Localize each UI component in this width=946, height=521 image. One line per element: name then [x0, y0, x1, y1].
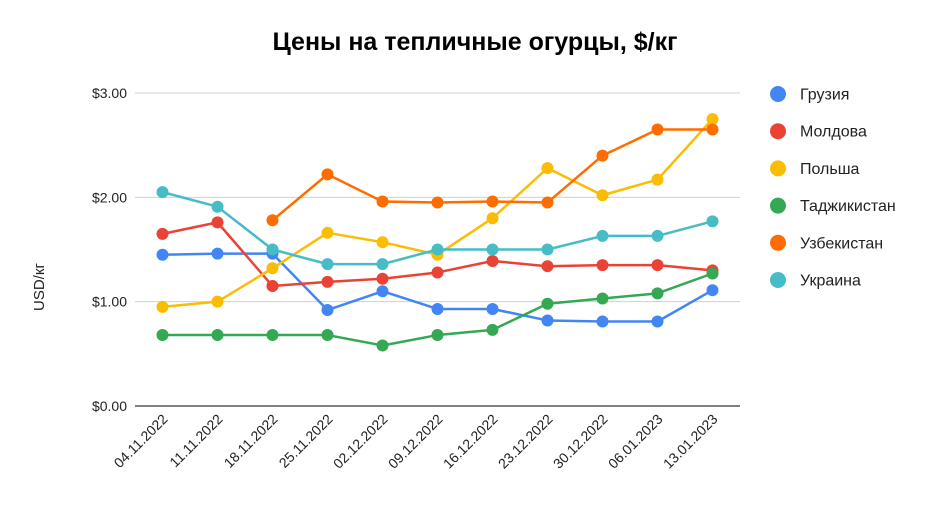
- x-tick-label: 09.12.2022: [385, 411, 446, 472]
- y-axis-ticks: $0.00 $1.00 $2.00 $3.00: [92, 85, 127, 414]
- data-point: [156, 186, 169, 199]
- data-point: [211, 200, 224, 213]
- data-point: [266, 262, 279, 275]
- data-point: [486, 254, 499, 267]
- data-point: [596, 315, 609, 328]
- data-point: [156, 329, 169, 342]
- data-point: [651, 287, 664, 300]
- x-axis-ticks: 04.11.202211.11.202218.11.202225.11.2022…: [110, 411, 720, 472]
- data-point: [651, 173, 664, 186]
- legend-label: Польша: [800, 161, 860, 178]
- x-tick-label: 18.11.2022: [220, 411, 280, 471]
- data-point: [541, 260, 554, 273]
- data-point: [541, 243, 554, 256]
- data-point: [321, 258, 334, 271]
- legend-swatch: [770, 123, 786, 140]
- data-point: [376, 195, 389, 208]
- data-point: [376, 258, 389, 271]
- legend-swatch: [770, 197, 786, 214]
- data-point: [486, 302, 499, 315]
- y-tick-label: $1.00: [92, 294, 127, 310]
- data-point: [321, 329, 334, 342]
- data-point: [651, 123, 664, 136]
- x-tick-label: 06.01.2023: [605, 411, 666, 472]
- series-points: [156, 113, 719, 352]
- data-point: [321, 275, 334, 288]
- data-point: [211, 329, 224, 342]
- data-point: [651, 315, 664, 328]
- data-point: [706, 123, 719, 136]
- legend-label: Украина: [800, 273, 861, 290]
- chart-title: Цены на тепличные огурцы, $/кг: [272, 28, 677, 56]
- data-point: [211, 216, 224, 229]
- data-point: [156, 248, 169, 261]
- series-line: [162, 118, 714, 309]
- data-point: [266, 280, 279, 293]
- data-point: [596, 229, 609, 242]
- data-point: [541, 162, 554, 175]
- data-point: [211, 247, 224, 260]
- data-point: [266, 243, 279, 256]
- x-tick-label: 25.11.2022: [275, 411, 335, 471]
- x-tick-label: 13.01.2023: [660, 411, 721, 472]
- data-point: [376, 339, 389, 352]
- x-tick-label: 30.12.2022: [550, 411, 611, 472]
- x-tick-label: 23.12.2022: [495, 411, 556, 472]
- x-tick-label: 02.12.2022: [330, 411, 391, 472]
- y-tick-label: $3.00: [92, 85, 127, 101]
- data-point: [211, 295, 224, 308]
- data-point: [266, 214, 279, 227]
- data-point: [321, 226, 334, 239]
- y-tick-label: $2.00: [92, 189, 127, 205]
- data-point: [486, 243, 499, 256]
- data-point: [321, 168, 334, 181]
- y-axis-label: USD/кг: [31, 263, 48, 311]
- data-point: [486, 195, 499, 208]
- legend-swatch: [770, 86, 786, 102]
- data-point: [596, 292, 609, 305]
- data-point: [431, 266, 444, 279]
- legend-label: Узбекистан: [800, 235, 883, 252]
- data-point: [156, 227, 169, 240]
- legend: Грузия Молдова Польша Таджикистан Узбекистан…: [770, 86, 896, 290]
- data-point: [541, 297, 554, 310]
- data-point: [431, 243, 444, 256]
- data-point: [431, 329, 444, 342]
- x-tick-label: 04.11.2022: [110, 411, 170, 471]
- data-point: [706, 284, 719, 297]
- data-point: [486, 323, 499, 336]
- data-point: [156, 300, 169, 313]
- data-point: [376, 285, 389, 298]
- legend-label: Грузия: [800, 87, 849, 104]
- data-point: [486, 212, 499, 225]
- legend-swatch: [770, 272, 786, 288]
- data-point: [266, 329, 279, 342]
- data-point: [376, 272, 389, 285]
- data-point: [431, 302, 444, 315]
- data-point: [706, 215, 719, 228]
- x-tick-label: 11.11.2022: [166, 411, 226, 471]
- legend-swatch: [770, 160, 786, 177]
- data-point: [376, 236, 389, 249]
- legend-swatch: [770, 234, 786, 251]
- y-tick-label: $0.00: [92, 398, 127, 414]
- data-point: [596, 259, 609, 272]
- data-point: [706, 267, 719, 280]
- legend-label: Молдова: [800, 124, 867, 141]
- data-point: [651, 259, 664, 272]
- data-point: [596, 189, 609, 202]
- x-tick-label: 16.12.2022: [440, 411, 501, 472]
- data-point: [706, 113, 719, 126]
- data-point: [541, 314, 554, 327]
- data-point: [651, 229, 664, 242]
- data-point: [541, 196, 554, 209]
- data-point: [321, 304, 334, 317]
- legend-label: Таджикистан: [800, 198, 896, 215]
- data-point: [596, 149, 609, 162]
- data-point: [431, 196, 444, 209]
